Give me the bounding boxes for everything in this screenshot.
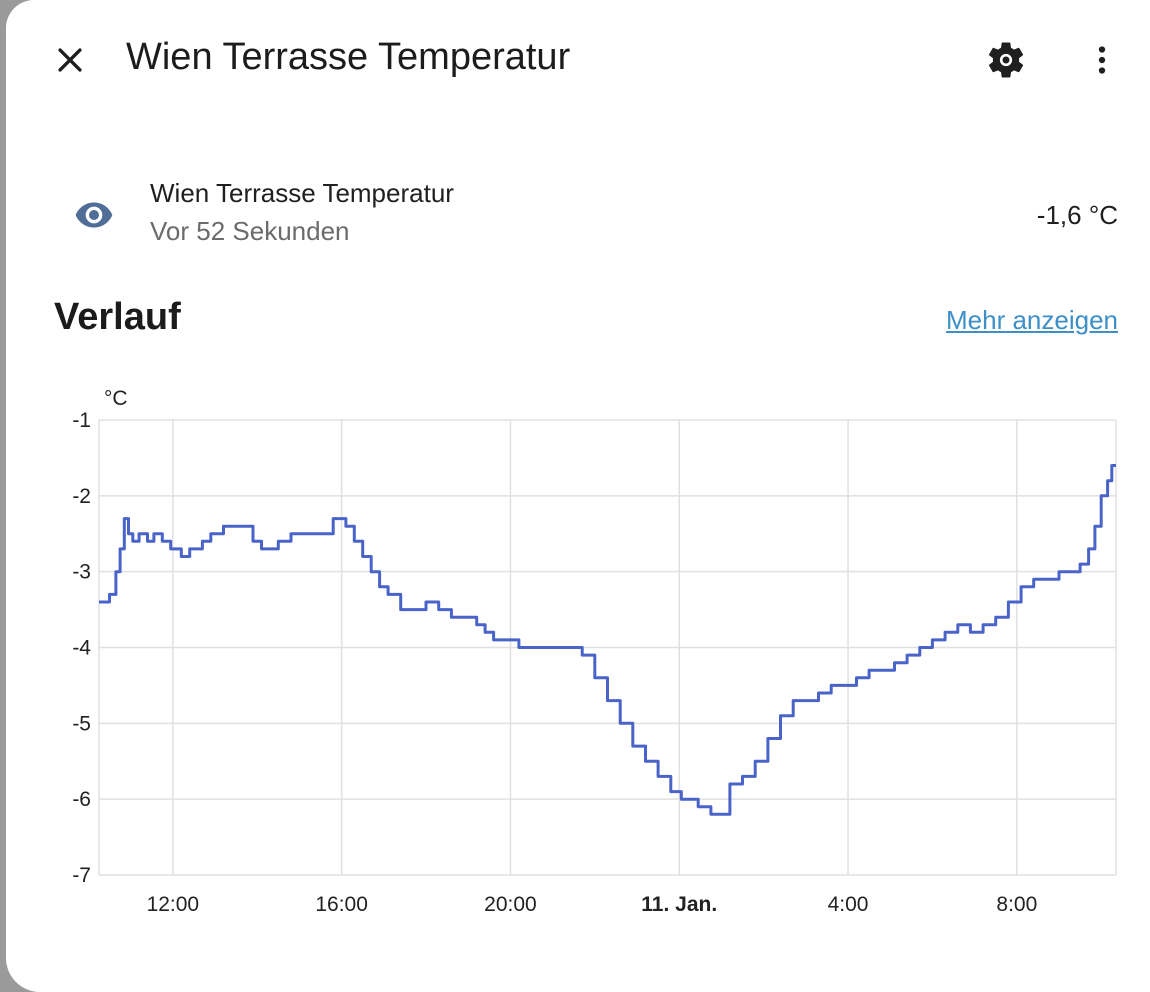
x-tick-label: 12:00	[147, 893, 200, 916]
x-tick-label: 4:00	[828, 893, 869, 916]
eye-icon	[75, 202, 113, 228]
entity-name: Wien Terrasse Temperatur	[150, 178, 454, 208]
y-tick-label: -1	[72, 409, 91, 432]
y-axis-label: °C	[104, 387, 128, 410]
entity-state: -1,6 °C	[1036, 200, 1118, 230]
history-title: Verlauf	[54, 296, 181, 338]
y-tick-label: -5	[72, 712, 91, 735]
y-tick-label: -3	[72, 561, 91, 584]
y-tick-label: -4	[72, 637, 91, 660]
dots-vertical-icon	[1098, 46, 1106, 74]
chart-series	[99, 464, 1116, 816]
history-chart: -1 -2 -3 -4 -5 -6 -7 °C 12:00 16:00 20:00 11. Jan. 4…	[72, 387, 1117, 916]
x-tick-label: 20:00	[484, 893, 537, 916]
x-tick-label: 11. Jan.	[641, 893, 717, 916]
close-button[interactable]	[46, 36, 94, 84]
gear-icon	[988, 42, 1024, 78]
y-tick-label: -2	[72, 485, 91, 508]
more-info-dialog: Wien Terrasse Temperatur Wien Terrasse T…	[6, 0, 1150, 992]
more-options-button[interactable]	[1078, 36, 1126, 84]
close-icon	[58, 48, 82, 72]
chart-axes: -1 -2 -3 -4 -5 -6 -7 °C 12:00 16:00 20:00 11. Jan. 4…	[72, 387, 1037, 916]
x-tick-label: 8:00	[996, 893, 1037, 916]
y-tick-label: -7	[72, 864, 91, 887]
series-line	[99, 464, 1116, 816]
show-more-link[interactable]: Mehr anzeigen	[946, 305, 1118, 335]
y-tick-label: -6	[72, 788, 91, 811]
x-tick-label: 16:00	[315, 893, 368, 916]
entity-last-changed: Vor 52 Sekunden	[150, 216, 350, 246]
chart-grid	[98, 419, 1117, 876]
dialog-title: Wien Terrasse Temperatur	[126, 36, 571, 78]
settings-button[interactable]	[982, 36, 1030, 84]
